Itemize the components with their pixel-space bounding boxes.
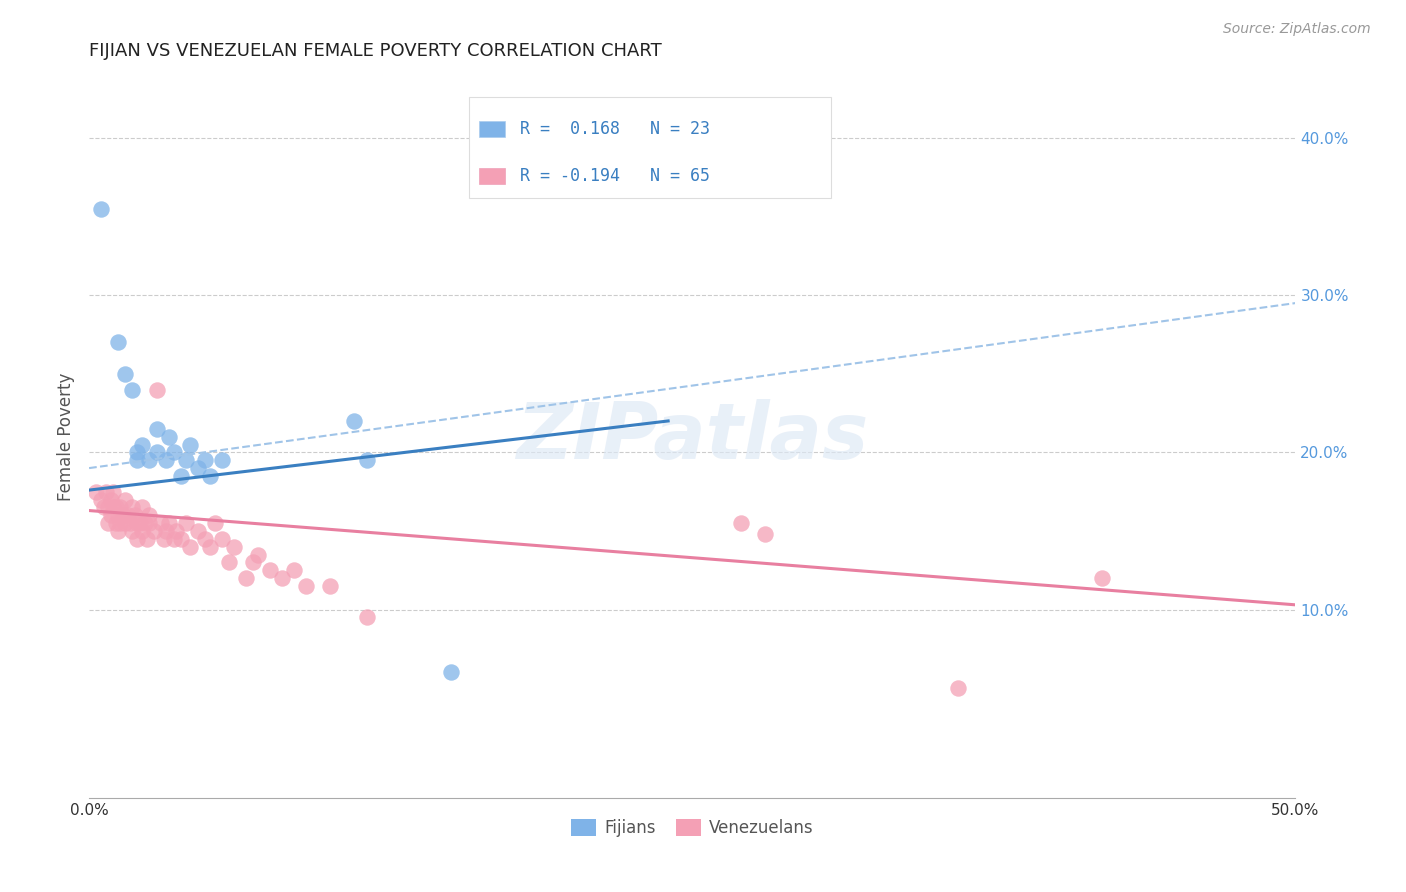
Text: Source: ZipAtlas.com: Source: ZipAtlas.com <box>1223 22 1371 37</box>
Point <box>100 492 122 507</box>
Point <box>246 548 269 562</box>
Point <box>111 508 134 523</box>
Point <box>124 508 146 523</box>
Point <box>138 516 160 530</box>
Y-axis label: Female Poverty: Female Poverty <box>58 373 75 501</box>
Point <box>127 532 149 546</box>
Point <box>121 500 143 515</box>
Point <box>222 540 245 554</box>
Point <box>356 610 378 624</box>
Point <box>194 532 217 546</box>
Point <box>730 516 752 530</box>
Point <box>174 453 197 467</box>
Point <box>114 492 136 507</box>
FancyBboxPatch shape <box>478 121 505 137</box>
Point <box>94 484 117 499</box>
Point <box>155 453 177 467</box>
Point <box>131 437 153 451</box>
Point <box>145 445 167 459</box>
Point <box>143 524 166 538</box>
Point <box>259 563 281 577</box>
Point <box>440 665 463 680</box>
Point <box>90 202 112 216</box>
FancyBboxPatch shape <box>478 168 505 184</box>
Point <box>162 532 184 546</box>
Point <box>107 335 129 350</box>
Point <box>114 367 136 381</box>
Legend: Fijians, Venezuelans: Fijians, Venezuelans <box>564 813 820 844</box>
Point <box>187 524 209 538</box>
Point <box>356 453 378 467</box>
Point <box>211 453 233 467</box>
Point <box>100 508 122 523</box>
Point <box>218 555 240 569</box>
Point <box>128 516 150 530</box>
Point <box>127 453 149 467</box>
Point <box>198 540 221 554</box>
FancyBboxPatch shape <box>470 97 831 198</box>
Point <box>97 500 120 515</box>
Point <box>114 516 136 530</box>
Point <box>138 453 160 467</box>
Point <box>150 516 173 530</box>
Point <box>120 516 142 530</box>
Text: R =  0.168   N = 23: R = 0.168 N = 23 <box>520 120 710 138</box>
Point <box>198 469 221 483</box>
Point <box>1091 571 1114 585</box>
Point <box>138 508 160 523</box>
Point <box>271 571 294 585</box>
Point <box>179 437 201 451</box>
Point <box>107 524 129 538</box>
Point <box>110 500 132 515</box>
Point <box>131 500 153 515</box>
Text: ZIPatlas: ZIPatlas <box>516 399 869 475</box>
Point <box>235 571 257 585</box>
Point <box>145 422 167 436</box>
Point <box>343 414 366 428</box>
Point <box>165 524 187 538</box>
Point <box>204 516 226 530</box>
Point <box>121 383 143 397</box>
Text: R = -0.194   N = 65: R = -0.194 N = 65 <box>520 167 710 185</box>
Point <box>97 516 120 530</box>
Point <box>145 383 167 397</box>
Point <box>131 524 153 538</box>
Point <box>179 540 201 554</box>
Point <box>283 563 305 577</box>
Point <box>170 469 193 483</box>
Point <box>194 453 217 467</box>
Point <box>103 500 125 515</box>
Point <box>157 430 180 444</box>
Point <box>121 524 143 538</box>
Point <box>127 516 149 530</box>
Point <box>319 579 342 593</box>
Point <box>90 492 112 507</box>
Point <box>946 681 969 695</box>
Point <box>104 516 127 530</box>
Point <box>84 484 107 499</box>
Point <box>242 555 264 569</box>
Point <box>110 516 132 530</box>
Point <box>107 508 129 523</box>
Point <box>103 484 125 499</box>
Point <box>134 516 156 530</box>
Point <box>162 445 184 459</box>
Point <box>754 527 776 541</box>
Text: FIJIAN VS VENEZUELAN FEMALE POVERTY CORRELATION CHART: FIJIAN VS VENEZUELAN FEMALE POVERTY CORR… <box>89 42 662 60</box>
Point <box>187 461 209 475</box>
Point <box>93 500 115 515</box>
Point <box>157 516 180 530</box>
Point <box>155 524 177 538</box>
Point <box>117 508 139 523</box>
Point <box>136 532 159 546</box>
Point <box>295 579 318 593</box>
Point <box>127 445 149 459</box>
Point <box>211 532 233 546</box>
Point <box>170 532 193 546</box>
Point <box>153 532 176 546</box>
Point <box>174 516 197 530</box>
Point <box>104 500 127 515</box>
